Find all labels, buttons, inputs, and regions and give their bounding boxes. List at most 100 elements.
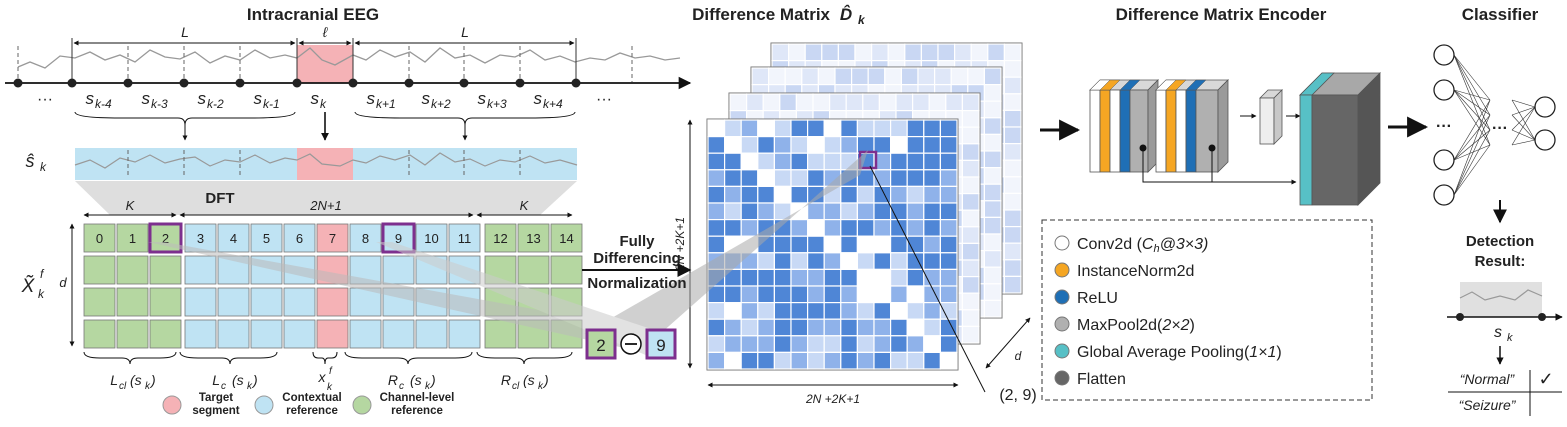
svg-text:Difference Matrix: Difference Matrix	[692, 5, 830, 24]
dft-cell	[149, 319, 182, 349]
svg-text:f: f	[40, 267, 45, 281]
svg-text:k: k	[247, 381, 253, 392]
dft-cell	[83, 319, 116, 349]
gray-circle-icon	[1054, 316, 1070, 332]
dft-cell	[250, 319, 283, 349]
length-ell: ℓ	[322, 24, 328, 40]
svg-text:k: k	[38, 287, 45, 301]
svg-text:X̃: X̃	[21, 275, 36, 297]
classifier-network: ··· ··· Detection Result: s k “Normal” ✓…	[1433, 44, 1563, 416]
svg-text:f: f	[329, 366, 333, 377]
dft-cell	[116, 255, 149, 285]
segment-label: s k-2	[198, 89, 224, 111]
svg-text:s: s	[254, 89, 263, 108]
dft-cell	[83, 223, 116, 253]
title-encoder: Difference Matrix Encoder	[1116, 5, 1327, 24]
operand-right	[645, 328, 677, 360]
darkgray-circle-icon	[1054, 370, 1070, 386]
length-L-right: L	[461, 24, 469, 40]
conv-block-1	[1089, 79, 1159, 173]
dft-cell	[484, 223, 517, 253]
svg-text:k: k	[145, 381, 151, 392]
svg-text:2N +2K+1: 2N +2K+1	[805, 392, 860, 406]
dft-cell	[316, 319, 349, 349]
encoder-legend-item: Conv2d (Ch@3×3)	[1054, 235, 1208, 255]
svg-text:L: L	[110, 372, 118, 388]
svg-text:L: L	[212, 372, 220, 388]
svg-text:k+4: k+4	[543, 97, 563, 111]
dft-cell	[550, 223, 583, 253]
svg-text:c: c	[221, 381, 226, 392]
dft-cell	[283, 223, 316, 253]
target-segment-highlight	[297, 45, 353, 83]
dots-left: ···	[37, 91, 53, 108]
dft-cell	[116, 319, 149, 349]
bottom-label-xf: x fk	[318, 366, 334, 393]
svg-text:9: 9	[656, 336, 665, 355]
svg-text:2: 2	[596, 336, 605, 355]
dft-label: DFT	[205, 190, 234, 207]
svg-text:k: k	[1507, 332, 1513, 344]
svg-text:R: R	[388, 372, 398, 388]
svg-text:InstanceNorm2d: InstanceNorm2d	[1077, 263, 1194, 280]
svg-text:Result:: Result:	[1475, 253, 1526, 270]
svg-text:): )	[149, 372, 156, 388]
dft-column-label: 6	[296, 231, 303, 246]
encoder-legend-item: ReLU	[1054, 289, 1118, 307]
dft-cell	[382, 319, 415, 349]
svg-text:s: s	[198, 89, 207, 108]
dft-column-labels: 0 1 2 3 4 5 6 7 8 9 10 11 12 13 14	[96, 231, 574, 246]
dft-column-label: 1	[129, 231, 136, 246]
title-intracranial-eeg: Intracranial EEG	[247, 5, 379, 24]
svg-text:s: s	[422, 89, 431, 108]
svg-text:): )	[429, 372, 436, 388]
dft-cell	[250, 287, 283, 317]
dft-column-label: 4	[230, 231, 237, 246]
dft-cell	[448, 223, 481, 253]
svg-text:MaxPool2d(2×2): MaxPool2d(2×2)	[1077, 317, 1195, 334]
svg-text:(s: (s	[130, 372, 142, 388]
dft-column-label: 10	[424, 231, 438, 246]
dft-cell	[550, 255, 583, 285]
svg-text:s: s	[311, 89, 320, 108]
encoder-legend: Conv2d (Ch@3×3) InstanceNorm2d ReLU MaxPool…	[1041, 219, 1373, 401]
encoder-legend-item: InstanceNorm2d	[1054, 262, 1194, 280]
svg-text:Conv2d (Ch@3×3): Conv2d (Ch@3×3)	[1077, 236, 1208, 255]
gap-flatten-block	[1299, 72, 1381, 206]
orange-circle-icon	[1054, 262, 1070, 278]
segment-label: s k-4	[86, 89, 112, 111]
svg-text:Channel-level: Channel-level	[380, 392, 455, 404]
dft-column-label: 12	[493, 231, 507, 246]
dft-legend: Target segment Contextual reference Chan…	[162, 392, 455, 417]
segment-label: s k+3	[478, 89, 508, 111]
dft-cell	[316, 223, 349, 253]
fdn-block: Fully Differencing Normalization 2 9	[582, 233, 692, 360]
blue-circle-icon	[1054, 289, 1070, 305]
svg-text:k-4: k-4	[95, 97, 112, 111]
svg-text:K: K	[520, 198, 530, 213]
dft-column-label: 14	[559, 231, 573, 246]
encoder-diagram	[1089, 72, 1381, 206]
dft-cell	[415, 223, 448, 253]
dft-cell	[283, 319, 316, 349]
dft-column-label: 13	[526, 231, 540, 246]
svg-text:k+1: k+1	[376, 97, 396, 111]
dft-cell	[184, 287, 217, 317]
dft-cell	[116, 223, 149, 253]
dft-column-label: 0	[96, 231, 103, 246]
dft-cell	[517, 223, 550, 253]
svg-text:d: d	[1015, 349, 1022, 363]
label-normal: “Normal”	[1460, 371, 1516, 387]
dft-column-label: 3	[197, 231, 204, 246]
segment-label: s k+2	[422, 89, 452, 111]
segment-labels: s k-4 s k-3 s k-2 s k-1 s k s k+1 s k+2 s k+3 s k+4	[86, 89, 564, 111]
pooled-feature	[1259, 89, 1283, 145]
dft-cell	[484, 319, 517, 349]
operand-left	[585, 328, 617, 360]
channel-legend-icon	[352, 395, 372, 415]
svg-text:): )	[251, 372, 258, 388]
teal-circle-icon	[1054, 343, 1070, 359]
svg-text:ŝ: ŝ	[26, 151, 35, 171]
dft-cell	[316, 287, 349, 317]
